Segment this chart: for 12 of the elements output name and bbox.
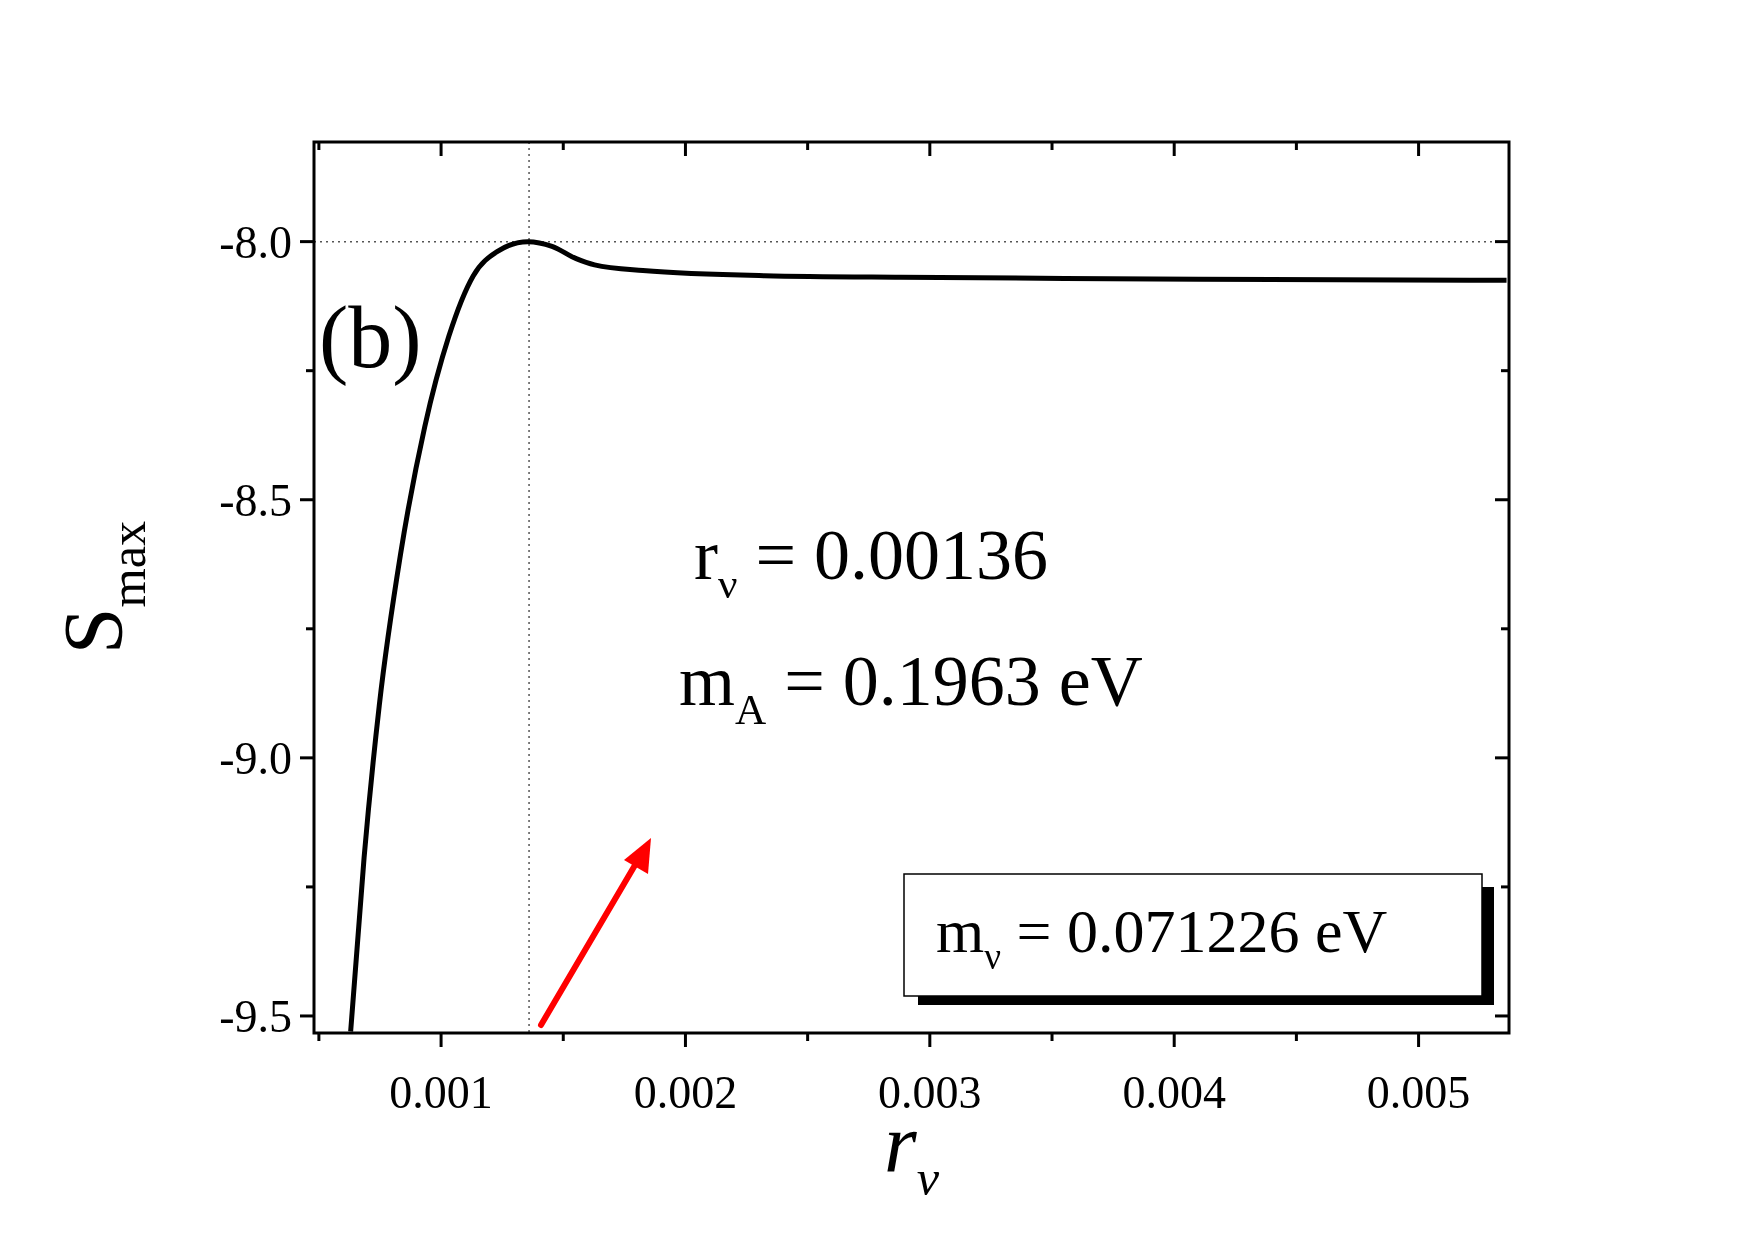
x-tick-label: 0.005 <box>1366 1067 1471 1118</box>
x-tick-label: 0.004 <box>1122 1067 1226 1118</box>
x-tick-label: 0.001 <box>389 1067 493 1118</box>
annotation: r$_{ν}$ = 0.00136 <box>694 515 1049 608</box>
y-tick-label: -8.5 <box>219 474 292 526</box>
y-tick-label: -9.0 <box>219 732 292 784</box>
annotation: m$_{ν}$ = 0.071226 eV <box>936 897 1388 977</box>
x-tick-label: 0.002 <box>633 1067 738 1118</box>
annotation: m$_{A}$ = 0.1963 eV <box>679 641 1143 734</box>
annotation: (b) <box>319 289 422 386</box>
y-tick-label: -8.0 <box>219 216 292 268</box>
y-tick-label: -9.5 <box>219 990 292 1042</box>
